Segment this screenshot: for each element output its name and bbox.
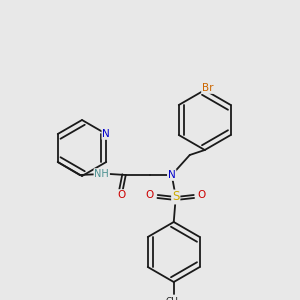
Text: Br: Br [202, 83, 214, 93]
Text: S: S [172, 190, 179, 203]
Text: CH₃: CH₃ [165, 298, 182, 300]
Text: N: N [168, 170, 176, 180]
Text: NH: NH [94, 169, 109, 179]
Text: O: O [146, 190, 154, 200]
Text: O: O [198, 190, 206, 200]
Text: O: O [118, 190, 126, 200]
Text: N: N [102, 129, 110, 139]
